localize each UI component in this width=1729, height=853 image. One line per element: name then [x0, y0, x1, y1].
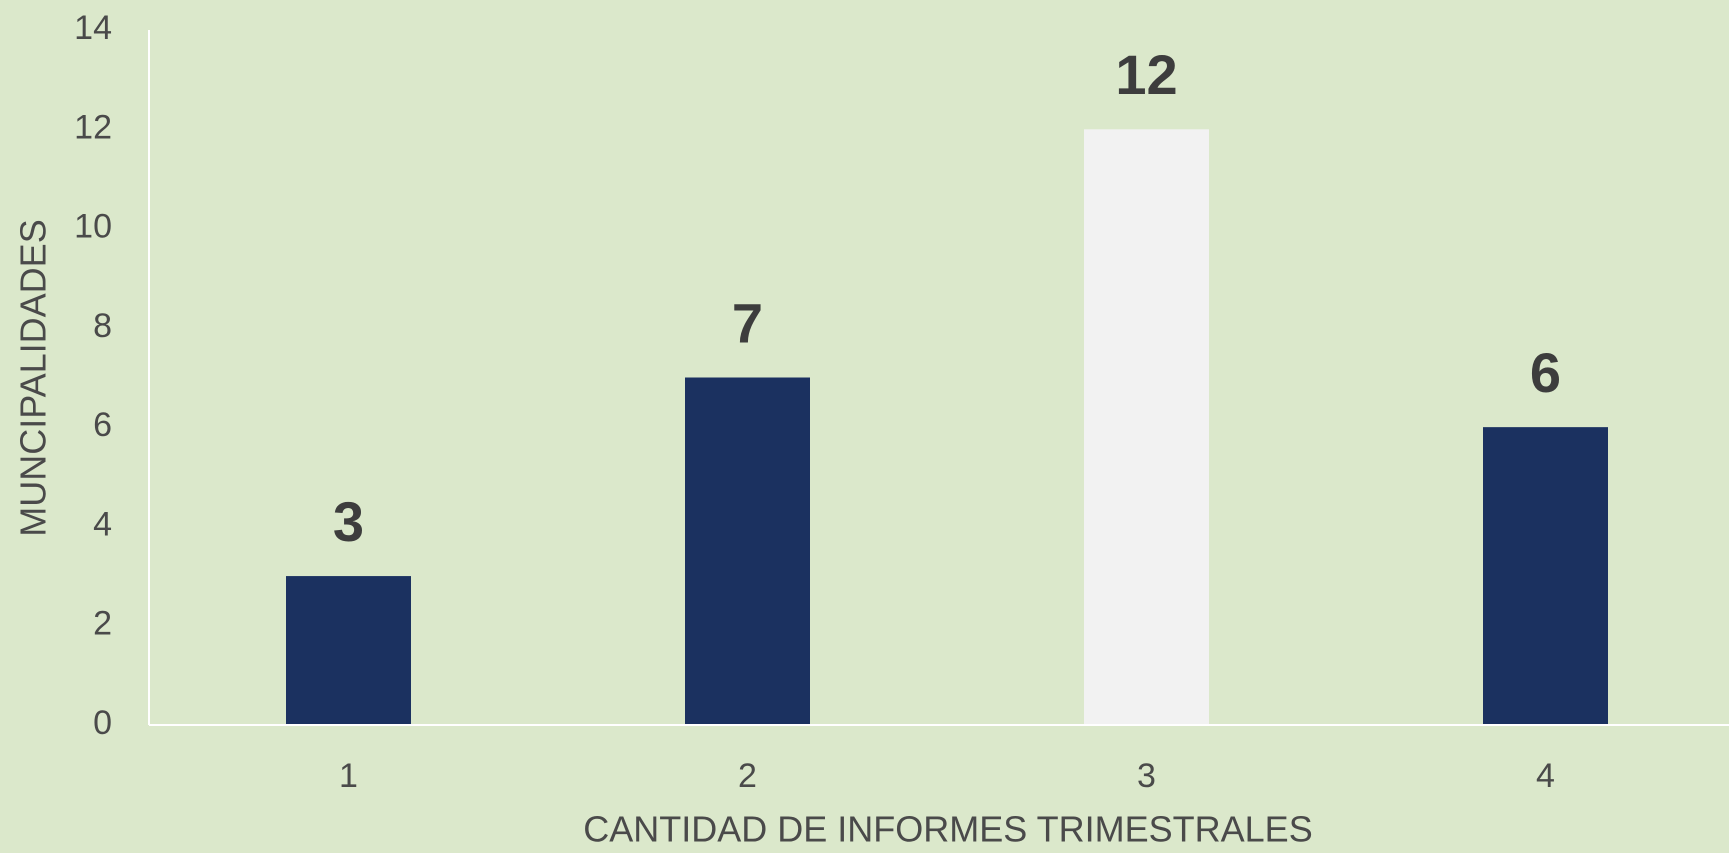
y-tick-label: 8	[93, 307, 112, 345]
bar	[1483, 427, 1608, 725]
y-tick-label: 10	[74, 208, 112, 246]
value-label: 7	[732, 291, 763, 354]
value-label: 3	[333, 490, 364, 553]
bar	[286, 576, 411, 725]
y-axis-title: MUNCIPALIDADES	[13, 219, 54, 536]
x-axis-title: CANTIDAD DE INFORMES TRIMESTRALES	[583, 809, 1312, 850]
y-tick-label: 6	[93, 406, 112, 444]
x-tick-label: 4	[1536, 757, 1555, 795]
y-tick-label: 2	[93, 605, 112, 643]
value-label: 12	[1115, 43, 1177, 106]
bar	[1084, 129, 1209, 726]
y-tick-label: 14	[74, 9, 112, 47]
x-tick-label: 3	[1137, 757, 1156, 795]
bar	[685, 377, 810, 725]
y-tick-label: 4	[93, 505, 112, 543]
value-label: 6	[1530, 341, 1561, 404]
y-tick-label: 0	[93, 704, 112, 742]
y-tick-label: 12	[74, 108, 112, 146]
x-tick-label: 1	[339, 757, 358, 795]
x-tick-label: 2	[738, 757, 757, 795]
